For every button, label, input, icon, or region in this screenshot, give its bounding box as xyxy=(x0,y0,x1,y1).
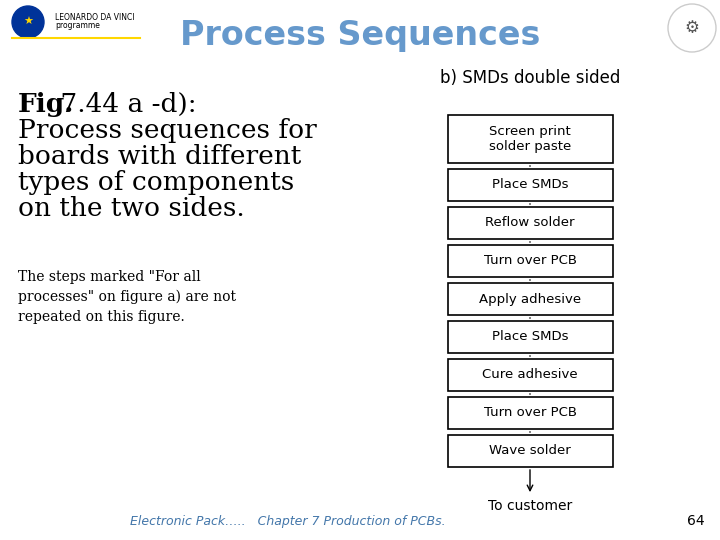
Text: on the two sides.: on the two sides. xyxy=(18,196,245,221)
Text: Wave solder: Wave solder xyxy=(489,444,571,457)
Text: Turn over PCB: Turn over PCB xyxy=(484,407,577,420)
Text: ⚙: ⚙ xyxy=(685,19,699,37)
Text: Apply adhesive: Apply adhesive xyxy=(479,293,581,306)
Bar xyxy=(448,321,613,353)
Text: Electronic Pack…..   Chapter 7 Production of PCBs.: Electronic Pack….. Chapter 7 Production … xyxy=(130,515,446,528)
Text: Turn over PCB: Turn over PCB xyxy=(484,254,577,267)
Text: Process Sequences: Process Sequences xyxy=(180,18,540,51)
Text: Process sequences for: Process sequences for xyxy=(18,118,317,143)
Text: b) SMDs double sided: b) SMDs double sided xyxy=(440,69,620,87)
Text: LEONARDO DA VINCI: LEONARDO DA VINCI xyxy=(55,12,135,22)
Text: ★: ★ xyxy=(23,17,33,27)
Text: 7.44 a -d):: 7.44 a -d): xyxy=(52,92,197,117)
Text: programme: programme xyxy=(55,22,100,30)
Bar xyxy=(448,359,613,391)
Text: To customer: To customer xyxy=(488,499,572,513)
Text: Place SMDs: Place SMDs xyxy=(492,179,568,192)
Bar xyxy=(448,207,613,239)
Text: types of components: types of components xyxy=(18,170,294,195)
Text: Fig.: Fig. xyxy=(18,92,74,117)
Text: The steps marked "For all
processes" on figure a) are not
repeated on this figur: The steps marked "For all processes" on … xyxy=(18,270,236,323)
Bar xyxy=(448,283,613,315)
Text: Reflow solder: Reflow solder xyxy=(485,217,575,230)
Text: Place SMDs: Place SMDs xyxy=(492,330,568,343)
Bar xyxy=(448,169,613,201)
Text: 64: 64 xyxy=(688,514,705,528)
Text: boards with different: boards with different xyxy=(18,144,301,169)
Text: Cure adhesive: Cure adhesive xyxy=(482,368,578,381)
Text: Screen print
solder paste: Screen print solder paste xyxy=(489,125,571,153)
Bar xyxy=(448,115,613,163)
Bar xyxy=(448,435,613,467)
Bar xyxy=(448,397,613,429)
Bar xyxy=(448,245,613,277)
Circle shape xyxy=(12,6,44,38)
